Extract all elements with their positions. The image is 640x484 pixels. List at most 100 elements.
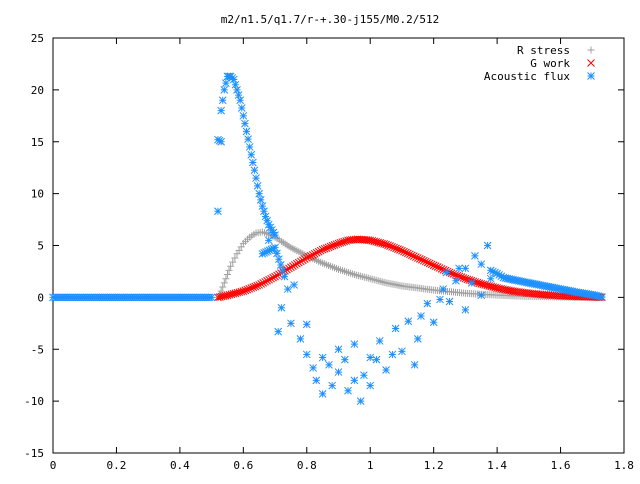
data-point: [219, 283, 227, 291]
data-point: [257, 280, 266, 288]
data-point: [255, 189, 264, 198]
data-point: [264, 236, 273, 245]
data-point: [231, 80, 240, 89]
x-tick-label: 1.6: [551, 459, 571, 472]
data-point: [388, 242, 396, 251]
data-point: [461, 305, 470, 314]
data-point: [261, 212, 270, 221]
data-point: [217, 137, 225, 146]
data-point: [229, 75, 238, 84]
data-point: [260, 249, 269, 257]
data-point: [271, 231, 279, 239]
data-point: [267, 245, 276, 254]
data-point: [404, 317, 413, 326]
data-point: [406, 250, 414, 259]
data-point: [265, 275, 273, 284]
y-tick-label: -15: [24, 447, 44, 460]
data-point: [247, 150, 256, 159]
data-point: [400, 247, 408, 256]
data-point: [294, 258, 303, 267]
data-point: [356, 397, 365, 405]
data-point: [391, 324, 400, 333]
data-point: [233, 86, 241, 94]
data-point: [271, 243, 279, 252]
data-point: [386, 242, 394, 250]
data-point: [461, 264, 470, 273]
data-point: [280, 272, 289, 281]
data-point: [308, 250, 317, 259]
x-tick-label: 1.2: [424, 459, 444, 472]
data-point: [433, 263, 442, 271]
data-point: [417, 255, 426, 264]
data-point: [269, 228, 278, 237]
data-point: [220, 279, 228, 287]
data-point: [322, 244, 331, 252]
data-point: [220, 86, 229, 94]
data-point: [410, 360, 419, 369]
y-tick-label: 5: [37, 240, 44, 253]
data-point: [491, 268, 499, 277]
legend-label: G work: [530, 57, 570, 70]
legend-marker: [587, 72, 595, 80]
data-point: [250, 166, 259, 175]
data-point: [239, 287, 248, 296]
data-point: [477, 291, 486, 300]
chart-title: m2/n1.5/q1.7/r-+.30-j155/M0.2/512: [221, 13, 440, 26]
data-point: [242, 127, 251, 136]
data-point: [328, 381, 337, 390]
data-point: [253, 281, 262, 290]
data-point: [287, 263, 295, 272]
data-point: [261, 277, 269, 286]
data-point: [269, 273, 277, 282]
data-point: [425, 259, 434, 268]
data-point: [263, 276, 271, 285]
data-point: [255, 281, 264, 289]
data-point: [328, 241, 337, 250]
data-point: [241, 286, 250, 295]
data-point: [497, 272, 506, 281]
data-point: [289, 262, 297, 270]
data-point: [248, 158, 257, 167]
data-point: [283, 285, 292, 293]
data-point: [268, 226, 276, 234]
data-point: [293, 259, 301, 268]
data-point: [493, 269, 501, 278]
data-point: [334, 345, 343, 354]
data-point: [413, 254, 422, 262]
data-point: [249, 283, 258, 292]
data-point: [427, 260, 436, 269]
data-point: [273, 271, 281, 280]
data-point: [223, 271, 231, 279]
data-point: [234, 91, 243, 99]
data-point: [273, 249, 281, 258]
plot-marks: [49, 72, 606, 405]
data-point: [298, 256, 307, 265]
data-point: [429, 261, 438, 270]
data-point: [483, 241, 492, 250]
x-tick-label: 0.2: [107, 459, 127, 472]
data-point: [411, 253, 420, 261]
data-point: [285, 264, 293, 273]
data-point: [435, 264, 444, 272]
data-point: [455, 264, 463, 273]
x-tick-label: 0.4: [170, 459, 190, 472]
data-point: [455, 272, 464, 281]
series-g-work: [214, 235, 606, 302]
y-tick-label: -5: [31, 343, 44, 356]
data-point: [267, 274, 275, 283]
y-tick-label: 0: [37, 291, 44, 304]
data-point: [222, 79, 230, 87]
data-point: [402, 248, 410, 257]
data-point: [296, 335, 305, 343]
data-point: [306, 252, 315, 260]
data-point: [360, 371, 368, 380]
data-point: [300, 255, 309, 263]
data-point: [384, 241, 392, 250]
legend-marker: [587, 59, 595, 67]
data-point: [318, 390, 327, 398]
data-point: [423, 258, 432, 267]
data-point: [312, 248, 321, 257]
data-point: [243, 285, 252, 294]
data-point: [350, 376, 359, 385]
